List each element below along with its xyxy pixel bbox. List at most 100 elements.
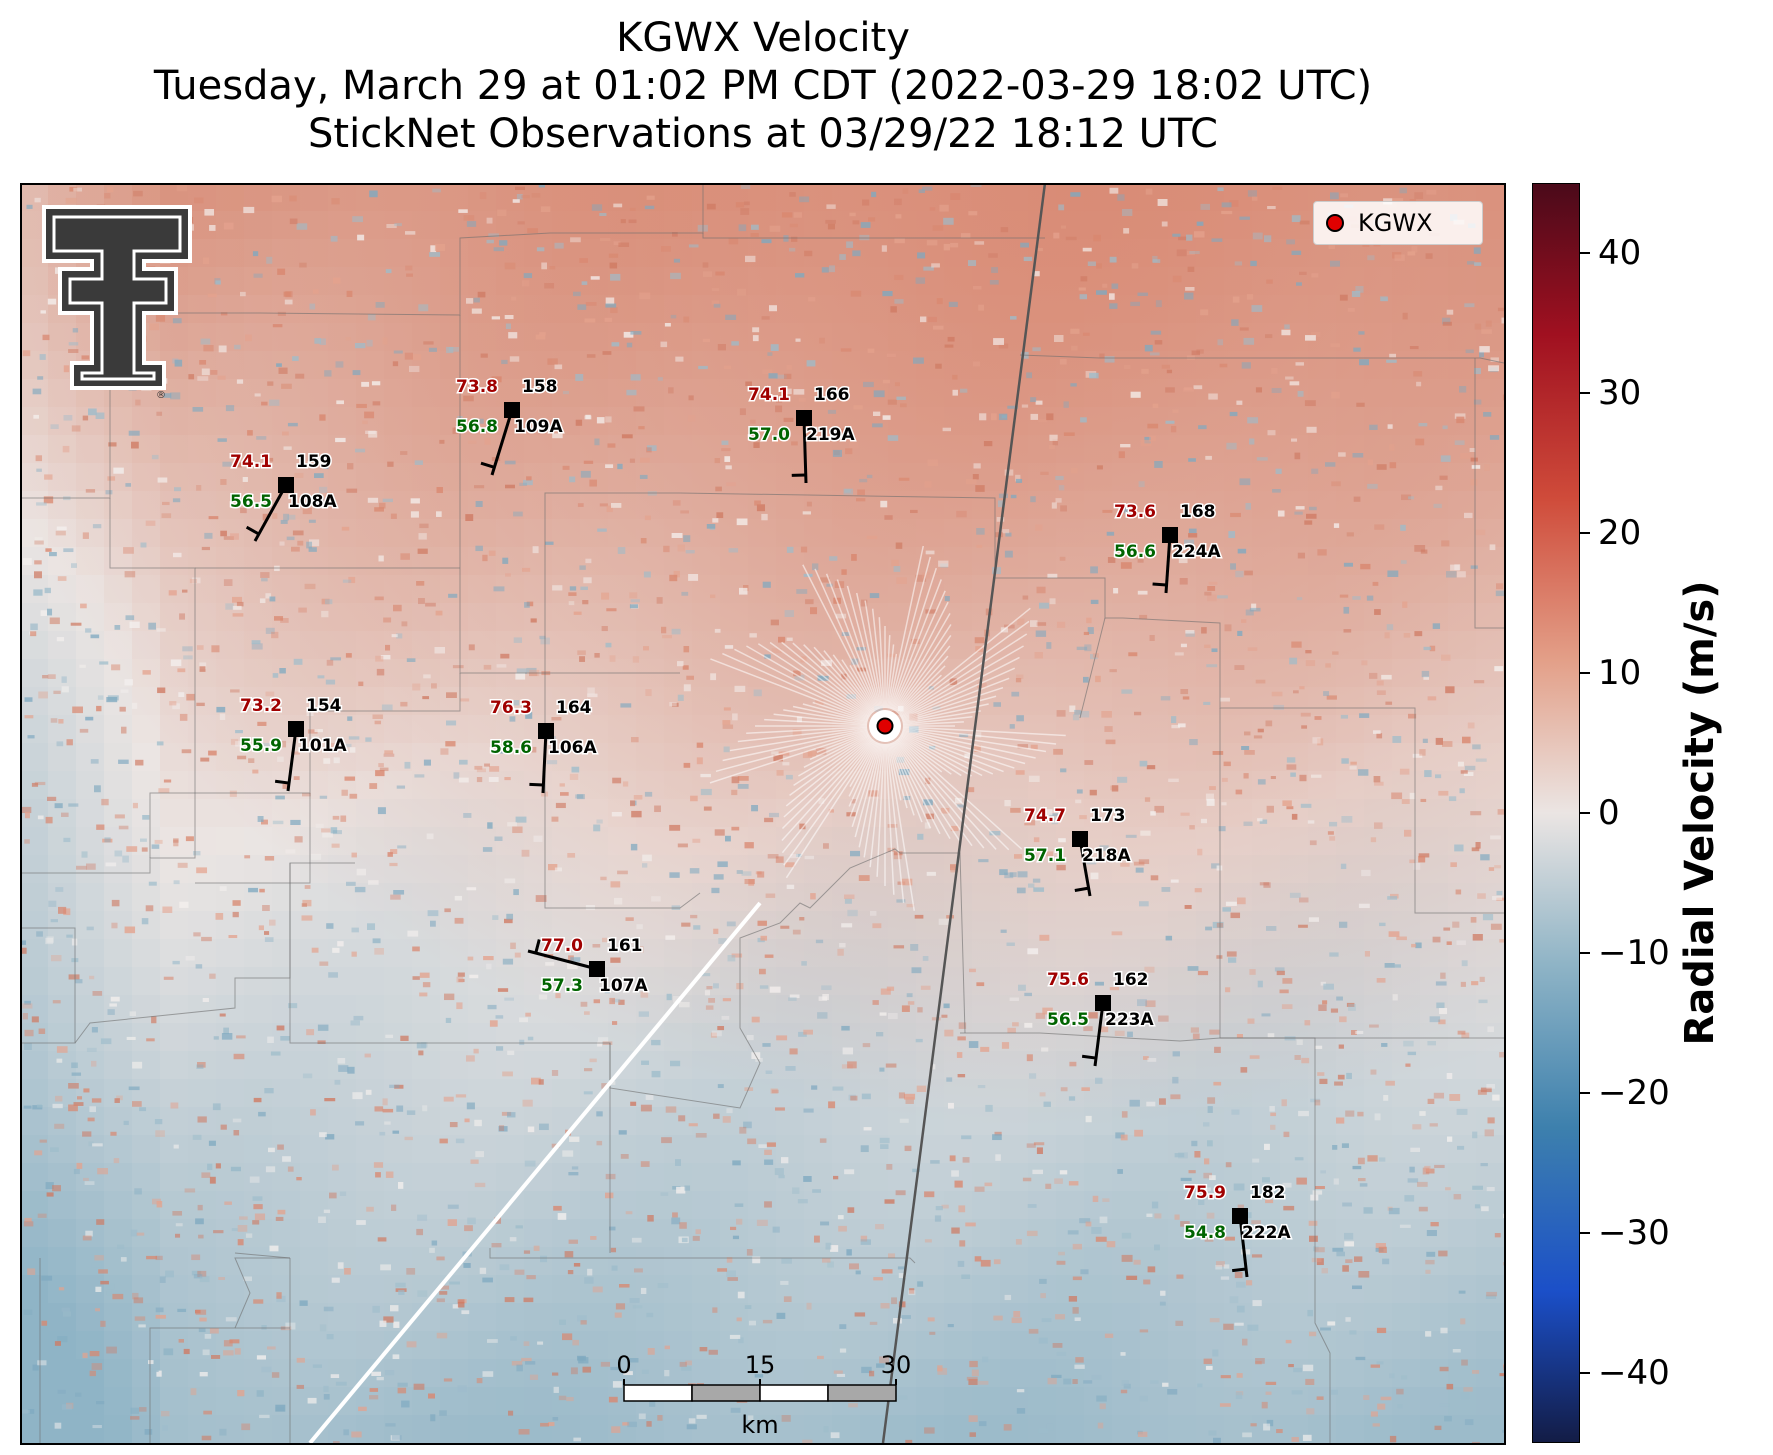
scale-bar: 0 15 30 km bbox=[616, 1351, 911, 1439]
station-id: 109A bbox=[514, 417, 563, 437]
station-marker bbox=[1072, 831, 1088, 847]
colorbar-tick bbox=[1580, 1232, 1590, 1234]
station-dewpoint: 56.6 bbox=[1114, 542, 1156, 562]
radial-streaks bbox=[709, 545, 1066, 911]
colorbar-tick-label: −40 bbox=[1598, 1353, 1670, 1393]
station-pressure: 173 bbox=[1090, 806, 1126, 826]
station-id: 107A bbox=[599, 976, 648, 996]
station-id: 101A bbox=[298, 736, 347, 756]
colorbar-tick bbox=[1580, 1372, 1590, 1374]
title-line-1: KGWX Velocity bbox=[616, 15, 910, 61]
station-dewpoint: 56.5 bbox=[1047, 1010, 1089, 1030]
radar-velocity-map[interactable]: 74.1 159 56.5 108A 73.8 158 56.8 109A 74.1 166 57.… bbox=[20, 183, 1504, 1443]
colorbar-title: Radial Velocity (m/s) bbox=[1677, 580, 1723, 1046]
station-pressure: 158 bbox=[522, 377, 558, 397]
colorbar-tick-label: −20 bbox=[1598, 1073, 1670, 1113]
station-temp: 74.7 bbox=[1024, 806, 1066, 826]
map-legend: KGWX bbox=[1313, 201, 1483, 245]
station-temp: 75.6 bbox=[1047, 970, 1089, 990]
colorbar-tick-label: −30 bbox=[1598, 1213, 1670, 1253]
colorbar-tick bbox=[1580, 392, 1590, 394]
scale-unit: km bbox=[741, 1411, 778, 1439]
station-marker bbox=[278, 477, 294, 493]
station-marker bbox=[796, 410, 812, 426]
station-marker bbox=[1162, 527, 1178, 543]
wind-barb bbox=[1078, 838, 1092, 897]
wind-barb bbox=[286, 728, 298, 792]
wind-barb bbox=[1164, 534, 1172, 594]
station-marker bbox=[538, 723, 554, 739]
colorbar-tick-label: 0 bbox=[1598, 793, 1620, 833]
wind-barb bbox=[802, 417, 808, 484]
colorbar-tick bbox=[1580, 812, 1590, 814]
wind-barb bbox=[1238, 1215, 1249, 1278]
station-id: 218A bbox=[1082, 846, 1131, 866]
station-pressure: 159 bbox=[296, 452, 332, 472]
texas-tech-logo-icon: ® bbox=[42, 205, 192, 401]
legend-radar-marker-icon bbox=[1326, 214, 1344, 232]
station-id: 106A bbox=[548, 738, 597, 758]
colorbar-tick-label: −10 bbox=[1598, 933, 1670, 973]
station-pressure: 166 bbox=[814, 385, 850, 405]
station-marker bbox=[288, 721, 304, 737]
velocity-colorbar bbox=[1532, 183, 1580, 1443]
station-temp: 76.3 bbox=[490, 698, 532, 718]
station-marker bbox=[504, 402, 520, 418]
scale-label-0: 0 bbox=[616, 1351, 631, 1379]
station-dewpoint: 58.6 bbox=[490, 738, 532, 758]
colorbar-tick bbox=[1580, 252, 1590, 254]
station-marker bbox=[1095, 995, 1111, 1011]
station-pressure: 182 bbox=[1250, 1183, 1286, 1203]
station-dewpoint: 57.1 bbox=[1024, 846, 1066, 866]
colorbar-tick bbox=[1580, 672, 1590, 674]
station-dewpoint: 56.5 bbox=[230, 492, 272, 512]
title-line-2: Tuesday, March 29 at 01:02 PM CDT (2022-… bbox=[153, 63, 1373, 109]
station-temp: 75.9 bbox=[1184, 1183, 1226, 1203]
station-marker bbox=[589, 961, 605, 977]
station-dewpoint: 55.9 bbox=[240, 736, 282, 756]
beam-blockage-line bbox=[308, 901, 762, 1443]
station-pressure: 168 bbox=[1180, 502, 1216, 522]
station-dewpoint: 54.8 bbox=[1184, 1223, 1226, 1243]
station-temp: 74.1 bbox=[230, 452, 272, 472]
station-temp: 73.2 bbox=[240, 696, 282, 716]
colorbar-tick bbox=[1580, 532, 1590, 534]
wind-barb bbox=[1093, 1002, 1105, 1067]
colorbar-tick bbox=[1580, 952, 1590, 954]
station-temp: 73.6 bbox=[1114, 502, 1156, 522]
highway-line bbox=[881, 183, 1047, 1443]
velocity-speckle bbox=[20, 184, 1504, 1443]
wind-barb bbox=[541, 730, 548, 794]
station-temp: 74.1 bbox=[748, 385, 790, 405]
scale-label-15: 15 bbox=[745, 1351, 776, 1379]
station-temp: 77.0 bbox=[541, 936, 583, 956]
wind-barb bbox=[527, 949, 598, 971]
scale-label-30: 30 bbox=[881, 1351, 912, 1379]
figure-title: KGWX Velocity Tuesday, March 29 at 01:02… bbox=[20, 14, 1506, 158]
station-id: 223A bbox=[1105, 1010, 1154, 1030]
colorbar-tick bbox=[1580, 1092, 1590, 1094]
wind-barb bbox=[253, 484, 288, 542]
colorbar-tick-label: 40 bbox=[1598, 233, 1642, 273]
station-pressure: 154 bbox=[306, 696, 342, 716]
inbound-velocity-shading bbox=[20, 183, 1504, 1443]
station-id: 108A bbox=[288, 492, 337, 512]
legend-label: KGWX bbox=[1358, 209, 1433, 237]
station-pressure: 164 bbox=[556, 698, 592, 718]
kgwx-radar-marker bbox=[876, 717, 894, 735]
county-boundaries bbox=[20, 185, 1504, 1443]
wind-barb bbox=[490, 409, 514, 476]
station-temp: 73.8 bbox=[456, 377, 498, 397]
station-dewpoint: 57.0 bbox=[748, 425, 790, 445]
sticknet-stations: 74.1 159 56.5 108A 73.8 158 56.8 109A 74.1 166 57.… bbox=[229, 376, 1293, 1278]
station-pressure: 161 bbox=[607, 936, 643, 956]
colorbar-tick-label: 20 bbox=[1598, 513, 1642, 553]
colorbar-tick-label: 10 bbox=[1598, 653, 1642, 693]
colorbar-tick-label: 30 bbox=[1598, 373, 1642, 413]
station-id: 222A bbox=[1242, 1223, 1291, 1243]
station-marker bbox=[1232, 1208, 1248, 1224]
station-id: 224A bbox=[1172, 542, 1221, 562]
station-pressure: 162 bbox=[1113, 970, 1149, 990]
station-id: 219A bbox=[806, 425, 855, 445]
station-dewpoint: 57.3 bbox=[541, 976, 583, 996]
